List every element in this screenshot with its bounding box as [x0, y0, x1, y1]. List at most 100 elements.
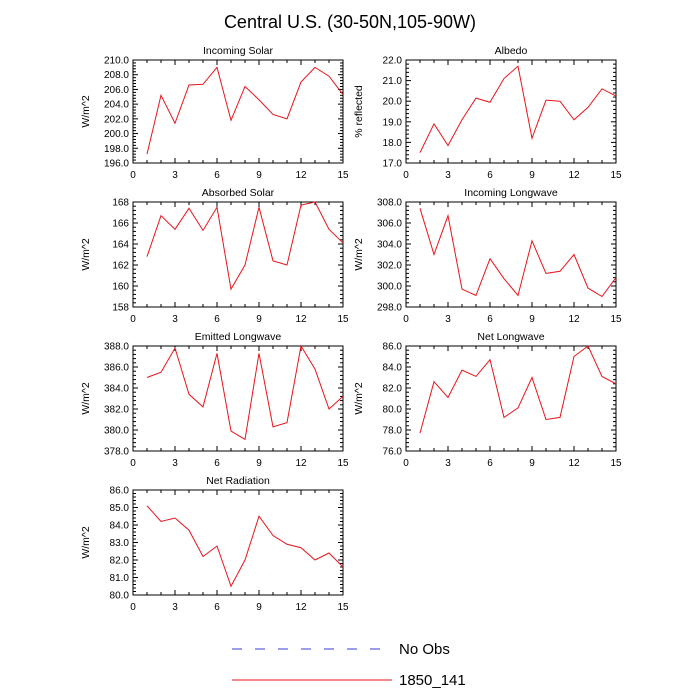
y-tick-label: 302.0 [377, 261, 402, 272]
y-tick-label: 198.0 [104, 144, 129, 155]
plot-frame [405, 201, 617, 308]
y-tick-label: 384.0 [104, 384, 129, 395]
y-axis-label: W/m^2 [80, 526, 92, 559]
y-tick-label: 86.0 [110, 486, 130, 497]
x-tick-label: 6 [214, 314, 220, 325]
y-tick-label: 382.0 [104, 405, 129, 416]
y-tick-label: 81.0 [110, 573, 130, 584]
x-tick-label: 0 [130, 458, 136, 469]
series-line-1850-141 [419, 65, 617, 153]
y-tick-label: 202.0 [104, 114, 129, 125]
y-tick-label: 196.0 [104, 159, 129, 170]
x-tick-label: 6 [214, 602, 220, 613]
y-tick-label: 82.0 [383, 384, 403, 395]
y-tick-label: 200.0 [104, 129, 129, 140]
y-tick-label: 378.0 [104, 447, 129, 458]
y-tick-label: 80.0 [110, 591, 130, 602]
y-tick-label: 82.0 [110, 556, 130, 567]
legend-entry-1850-141: 1850_141 [232, 672, 466, 689]
x-tick-label: 6 [214, 458, 220, 469]
x-tick-label: 9 [256, 170, 262, 181]
plot-frame [405, 59, 617, 164]
y-tick-label: 308.0 [377, 198, 402, 209]
legend-entry-no-obs: No Obs [232, 641, 450, 658]
y-tick-label: 206.0 [104, 85, 129, 96]
panel-emitted-longwave: Emitted Longwave 0 3 6 9 12 15 378.0 380.0 382.0 3… [80, 331, 349, 469]
x-tick-label: 0 [130, 602, 136, 613]
y-tick-label: 208.0 [104, 70, 129, 81]
panel-title: Net Radiation [206, 475, 270, 487]
x-tick-label: 12 [568, 458, 580, 469]
panel-title: Absorbed Solar [202, 187, 275, 199]
y-axis-label: W/m^2 [353, 238, 365, 271]
panel-title: Albedo [495, 45, 528, 57]
x-tick-label: 3 [445, 314, 451, 325]
legend-label: No Obs [399, 641, 450, 658]
y-tick-label: 17.0 [383, 159, 403, 170]
series-line-1850-141 [146, 505, 344, 588]
y-tick-label: 78.0 [383, 426, 403, 437]
x-tick-label: 12 [568, 170, 580, 181]
plot-frame [132, 59, 344, 164]
x-tick-label: 15 [610, 314, 622, 325]
x-tick-label: 3 [172, 602, 178, 613]
x-tick-label: 12 [295, 602, 307, 613]
x-tick-label: 0 [130, 314, 136, 325]
x-tick-label: 3 [445, 170, 451, 181]
y-axis-label: W/m^2 [80, 95, 92, 128]
x-tick-label: 6 [487, 314, 493, 325]
panel-albedo: Albedo 0 3 6 9 12 15 17.0 18.0 19.0 20.0 21.0 22.0 % … [353, 45, 622, 181]
series-line-1850-141 [146, 66, 344, 155]
y-tick-label: 380.0 [104, 426, 129, 437]
y-tick-label: 86.0 [383, 342, 403, 353]
y-tick-label: 300.0 [377, 282, 402, 293]
y-tick-label: 306.0 [377, 219, 402, 230]
series-line-1850-141 [146, 201, 344, 291]
panel-incoming-solar: Incoming Solar 0 3 6 9 12 15 196.0 198.0 200.0 202… [80, 45, 349, 181]
y-tick-label: 22.0 [383, 56, 403, 67]
series-line-1850-141 [419, 208, 617, 298]
x-tick-label: 9 [529, 458, 535, 469]
y-tick-label: 21.0 [383, 76, 403, 87]
x-tick-label: 9 [256, 314, 262, 325]
panel-title: Incoming Solar [203, 45, 274, 57]
y-axis-label: W/m^2 [80, 238, 92, 271]
x-tick-label: 0 [130, 170, 136, 181]
x-tick-label: 9 [256, 458, 262, 469]
x-tick-label: 12 [295, 314, 307, 325]
y-tick-label: 388.0 [104, 342, 129, 353]
panel-title: Incoming Longwave [464, 187, 558, 199]
plot-frame [132, 201, 344, 308]
y-tick-label: 168 [112, 198, 129, 209]
x-tick-label: 15 [337, 602, 349, 613]
legend: No Obs 1850_141 [232, 641, 466, 689]
y-tick-label: 386.0 [104, 363, 129, 374]
series-line-1850-141 [146, 344, 344, 441]
y-tick-label: 164 [112, 240, 129, 251]
y-tick-label: 160 [112, 282, 129, 293]
y-tick-label: 20.0 [383, 97, 403, 108]
x-tick-label: 6 [487, 458, 493, 469]
plot-frame [405, 345, 617, 452]
y-axis-label: W/m^2 [353, 382, 365, 415]
x-tick-label: 6 [487, 170, 493, 181]
x-tick-label: 15 [337, 170, 349, 181]
panel-absorbed-solar: Absorbed Solar 0 3 6 9 12 15 158 160 162 164 166 168… [80, 187, 349, 325]
y-tick-label: 162 [112, 261, 129, 272]
panel-title: Emitted Longwave [195, 331, 282, 343]
y-tick-label: 84.0 [383, 363, 403, 374]
x-tick-label: 0 [403, 170, 409, 181]
y-tick-label: 18.0 [383, 138, 403, 149]
y-tick-label: 158 [112, 303, 129, 314]
y-axis-label: W/m^2 [80, 382, 92, 415]
y-tick-label: 84.0 [110, 521, 130, 532]
y-tick-label: 298.0 [377, 303, 402, 314]
x-tick-label: 12 [568, 314, 580, 325]
x-tick-label: 15 [337, 458, 349, 469]
y-tick-label: 304.0 [377, 240, 402, 251]
y-tick-label: 83.0 [110, 538, 130, 549]
x-tick-label: 9 [529, 314, 535, 325]
y-tick-label: 76.0 [383, 447, 403, 458]
plot-frame [132, 489, 344, 596]
